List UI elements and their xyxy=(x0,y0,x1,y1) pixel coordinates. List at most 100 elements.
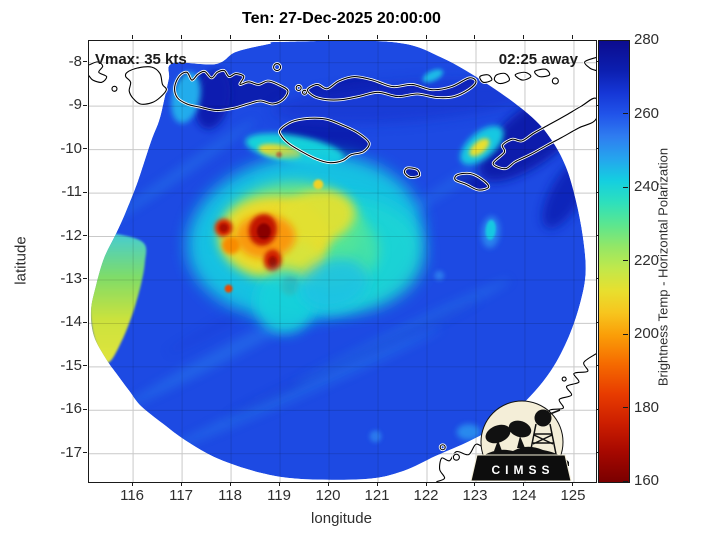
colorbar-tick-mark xyxy=(623,113,628,114)
feature-core-main-center xyxy=(256,223,271,240)
y-tick-mark xyxy=(83,61,87,63)
coast-line-moyo-ring xyxy=(273,63,282,72)
x-tick-mark xyxy=(229,482,231,486)
satellite-swath-map xyxy=(89,41,596,482)
coast-line-rote xyxy=(454,172,490,191)
x-tick-mark xyxy=(376,482,378,486)
y-tick-label: -14 xyxy=(60,313,82,331)
coast-line-alor-1 xyxy=(514,71,532,81)
colorbar-label: Brightness Temp - Horizontal Polarizatio… xyxy=(655,147,671,387)
x-tick-mark-top xyxy=(572,35,574,39)
x-tick-label: 120 xyxy=(315,487,341,504)
satellite-dish-icon xyxy=(485,420,532,451)
y-tick-mark xyxy=(83,365,87,367)
y-tick-label: -16 xyxy=(60,400,82,418)
feature-core-south-center xyxy=(268,256,277,267)
y-tick-mark xyxy=(83,278,87,280)
feature-yellow-dot-north xyxy=(313,179,324,190)
x-tick-label: 122 xyxy=(413,487,439,504)
colorbar-tick-label: 200 xyxy=(634,325,660,342)
x-tick-label: 118 xyxy=(218,487,242,504)
x-tick-mark xyxy=(278,482,280,486)
coast-line-komodo-1 xyxy=(295,84,302,91)
y-tick-label: -10 xyxy=(60,139,82,157)
colorbar-tick-mark xyxy=(623,407,628,408)
coast-line-sumbawa xyxy=(174,69,289,112)
logo-text: CIMSS xyxy=(491,463,554,477)
coast-line-bali-east xyxy=(89,61,108,83)
colorbar-tick-label: 220 xyxy=(634,251,660,269)
coast-line-wetar-frag xyxy=(584,56,596,72)
x-tick-mark xyxy=(131,482,133,486)
x-tick-mark xyxy=(180,482,182,486)
feature-sumba-streak-red xyxy=(276,151,283,158)
feature-cyan-spot-east xyxy=(485,220,496,240)
y-tick-label: -8 xyxy=(68,52,82,70)
coast-line-lembata xyxy=(493,72,510,85)
y-tick-mark xyxy=(83,452,87,454)
logo-banner xyxy=(470,454,572,481)
colorbar-tick-mark xyxy=(623,333,628,335)
x-tick-label: 116 xyxy=(120,487,145,504)
x-tick-label: 125 xyxy=(560,487,586,504)
colorbar-tick-label: 280 xyxy=(634,31,660,48)
plot-title: Ten: 27-Dec-2025 20:00:00 xyxy=(242,10,441,27)
y-tick-label: -17 xyxy=(60,443,82,461)
cimss-logo: CIMSS xyxy=(465,398,577,481)
coast-line-alor-2 xyxy=(534,68,551,78)
feature-edge-navy-nw xyxy=(194,70,231,130)
y-tick-label: -15 xyxy=(60,356,82,374)
feature-edge-cyan-nw xyxy=(171,71,201,124)
x-tick-mark xyxy=(425,482,427,486)
x-tick-mark-top xyxy=(180,35,182,39)
water-tower-icon xyxy=(529,409,561,455)
feature-timor-streak-yellow xyxy=(469,138,490,157)
coast-line-nusa-penida xyxy=(111,85,118,92)
x-tick-mark-top xyxy=(523,35,525,39)
coast-line-lombok xyxy=(124,66,167,105)
y-tick-label: -13 xyxy=(60,269,82,287)
feature-faint-spot-1 xyxy=(434,270,445,281)
x-tick-mark-top xyxy=(425,35,427,39)
x-tick-mark-top xyxy=(278,35,280,39)
x-tick-label: 121 xyxy=(364,487,390,504)
y-tick-mark xyxy=(83,321,87,323)
coast-line-komodo-2 xyxy=(301,89,308,95)
colorbar xyxy=(598,40,630,483)
x-tick-mark xyxy=(474,482,476,486)
gridlines-over xyxy=(90,41,586,480)
colorbar-tick-mark xyxy=(623,39,628,41)
x-tick-mark xyxy=(327,482,329,486)
y-tick-label: -11 xyxy=(61,183,82,201)
coast-halo-lombok xyxy=(124,65,168,106)
y-tick-mark xyxy=(83,235,87,237)
y-tick-label: -9 xyxy=(68,96,82,114)
y-tick-mark xyxy=(83,104,87,106)
feature-flores-east-cyan xyxy=(422,69,444,83)
x-tick-mark-top xyxy=(131,35,133,39)
feature-orange-spot-west xyxy=(222,236,241,255)
x-tick-mark-top xyxy=(229,35,231,39)
colorbar-tick-label: 260 xyxy=(634,104,660,122)
colorbar-tick-mark xyxy=(623,260,628,261)
coast-line-flores xyxy=(306,76,477,101)
y-tick-mark xyxy=(83,191,87,193)
scan-edge-wedge xyxy=(90,233,147,363)
coast-line-dampier-islet-2 xyxy=(452,453,460,461)
x-axis-label: longitude xyxy=(311,510,372,527)
coast-line-sawu xyxy=(403,167,421,179)
y-tick-mark xyxy=(83,148,87,150)
feature-arm-southeast-cyan xyxy=(299,258,369,311)
y-tick-label: -12 xyxy=(60,226,82,244)
x-tick-label: 119 xyxy=(267,487,291,504)
x-tick-mark-top xyxy=(474,35,476,39)
y-tick-mark xyxy=(83,408,87,410)
feature-red-spot-small xyxy=(224,284,233,293)
coast-line-adonara xyxy=(479,74,493,83)
x-tick-mark-top xyxy=(376,35,378,39)
feature-streak-dark-1 xyxy=(226,298,481,418)
colorbar-tick-label: 240 xyxy=(634,178,660,195)
x-tick-mark xyxy=(572,482,574,486)
x-tick-label: 117 xyxy=(169,487,194,504)
